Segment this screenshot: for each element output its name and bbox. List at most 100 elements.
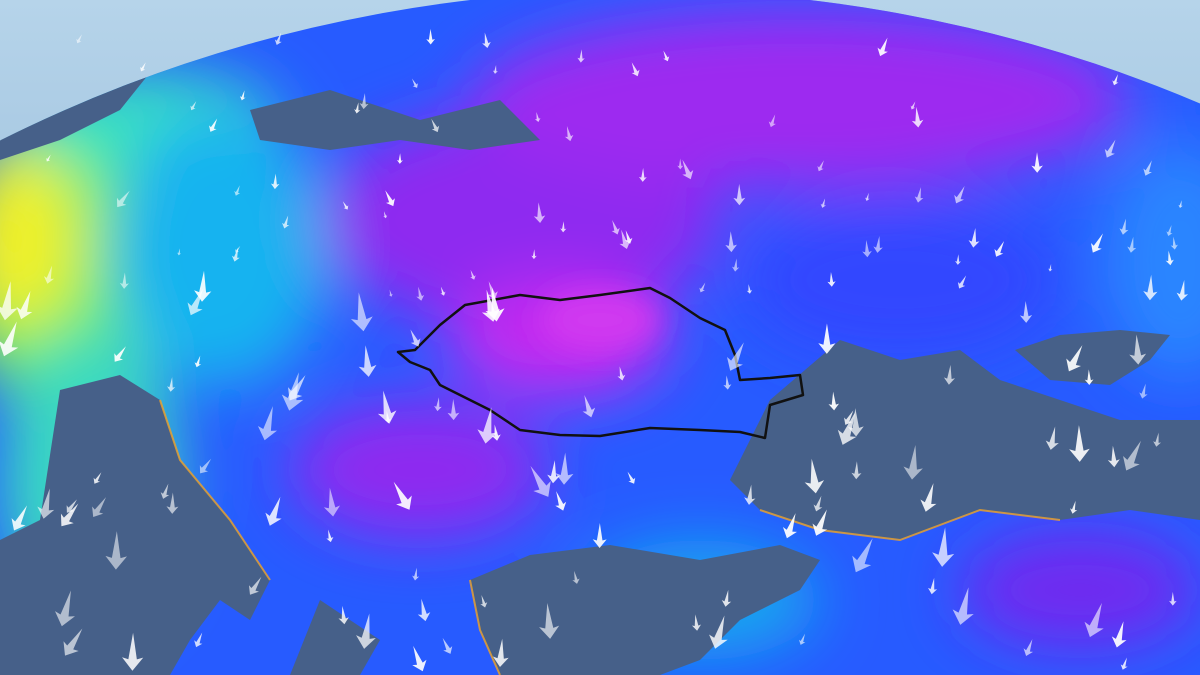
wind-arrow-icon: [709, 615, 728, 649]
wind-arrow-icon: [862, 239, 872, 258]
wind-arrow-icon: [531, 249, 537, 260]
wind-arrow-icon: [412, 567, 420, 581]
wind-arrow-icon: [199, 458, 212, 474]
wind-arrow-icon: [721, 589, 732, 607]
wind-arrow-icon: [873, 236, 883, 253]
wind-arrow-icon: [235, 245, 241, 253]
land-west-coast: [290, 600, 380, 675]
wind-arrow-icon: [411, 78, 418, 88]
wind-arrow-icon: [798, 633, 806, 645]
wind-arrow-icon: [827, 271, 836, 287]
wind-arrow-icon: [377, 390, 397, 424]
wind-arrow-icon: [209, 118, 218, 132]
wind-arrow-icon: [354, 102, 361, 114]
wind-arrow-icon: [727, 342, 744, 371]
wind-arrow-icon: [837, 411, 857, 445]
wind-arrow-icon: [851, 461, 862, 480]
wind-arrow-icon: [66, 499, 77, 513]
wind-arrow-icon: [1111, 621, 1127, 648]
wind-arrow-icon: [239, 90, 246, 101]
wind-arrow-icon: [844, 410, 854, 425]
wind-arrow-icon: [1019, 300, 1033, 323]
wind-arrow-icon: [954, 185, 965, 204]
wind-arrow-icon: [1120, 657, 1128, 670]
wind-arrow-icon: [746, 284, 753, 294]
wind-arrow-icon: [388, 289, 393, 297]
wind-arrow-icon: [957, 275, 967, 289]
wind-arrow-icon: [323, 487, 341, 517]
wind-arrow-icon: [631, 62, 640, 77]
wind-arrow-icon: [470, 269, 476, 280]
wind-arrow-icon: [952, 587, 974, 625]
wind-arrow-icon: [731, 258, 740, 272]
wind-arrow-icon: [1023, 639, 1034, 656]
wind-arrow-icon: [768, 114, 776, 128]
wind-arrow-icon: [350, 292, 373, 332]
wind-arrow-icon: [852, 538, 873, 573]
wind-arrow-icon: [385, 190, 395, 207]
wind-arrow-icon: [560, 221, 567, 233]
wind-arrow-icon: [994, 241, 1005, 257]
wind-arrow-icon: [877, 37, 888, 57]
wind-arrow-icon: [1084, 369, 1094, 385]
wind-arrow-icon: [682, 159, 694, 180]
wind-arrow-icon: [564, 126, 574, 142]
wind-arrow-icon: [0, 281, 18, 321]
wind-arrow-icon: [638, 167, 647, 182]
wind-arrow-icon: [677, 158, 684, 170]
wind-arrow-icon: [820, 198, 826, 208]
wind-arrow-icon: [265, 496, 282, 526]
wind-arrow-icon: [440, 286, 446, 296]
wind-arrow-icon: [492, 64, 498, 74]
wind-arrow-icon: [572, 570, 580, 584]
wind-arrow-icon: [1153, 432, 1162, 447]
wind-arrow-icon: [617, 366, 626, 381]
wind-arrow-icon: [447, 398, 460, 421]
wind-arrow-icon: [818, 323, 836, 354]
wind-arrow-icon: [582, 394, 596, 418]
wind-arrow-icon: [431, 118, 440, 133]
wind-arrow-icon: [847, 408, 864, 437]
coast-highlights: [159, 399, 1061, 675]
wind-arrow-icon: [46, 154, 51, 162]
wind-arrow-icon: [782, 513, 797, 539]
wind-arrow-icon: [194, 632, 203, 648]
wind-arrow-icon: [903, 444, 923, 480]
wind-arrow-icon: [338, 605, 349, 625]
wind-arrow-icon: [865, 192, 870, 201]
wind-arrow-icon: [1112, 74, 1119, 86]
wind-arrow-icon: [194, 270, 212, 302]
wind-arrow-icon: [116, 190, 130, 208]
wind-arrow-icon: [1176, 280, 1189, 301]
wind-arrow-icon: [482, 32, 491, 48]
wind-arrow-icon: [1129, 334, 1147, 365]
wind-arrow-icon: [274, 32, 282, 45]
wind-arrow-icon: [1123, 440, 1141, 471]
wind-arrows: [0, 28, 1189, 672]
wind-arrow-icon: [955, 254, 961, 265]
wind-arrow-icon: [281, 372, 304, 411]
wind-arrow-icon: [533, 202, 546, 223]
wind-arrow-icon: [1127, 236, 1137, 253]
wind-arrow-icon: [1048, 264, 1053, 272]
wind-arrow-icon: [932, 527, 955, 567]
wind-arrow-icon: [1119, 218, 1129, 235]
land-balkans: [470, 545, 820, 675]
wind-arrow-icon: [37, 488, 55, 519]
land-north: [250, 90, 540, 150]
wind-arrow-icon: [434, 397, 442, 412]
wind-arrow-icon: [555, 452, 574, 485]
wind-arrow-icon: [1090, 233, 1103, 253]
wind-arrow-icon: [257, 406, 278, 441]
wind-arrow-icon: [812, 509, 828, 536]
wind-arrow-icon: [282, 215, 290, 229]
wind-arrow-icon: [547, 460, 561, 484]
wind-arrow-icon: [122, 632, 144, 671]
wind-arrow-icon: [619, 229, 631, 249]
wind-arrow-icon: [723, 375, 732, 390]
wind-arrow-icon: [234, 185, 241, 196]
wind-arrow-icon: [393, 481, 412, 510]
wind-arrow-icon: [167, 377, 176, 392]
